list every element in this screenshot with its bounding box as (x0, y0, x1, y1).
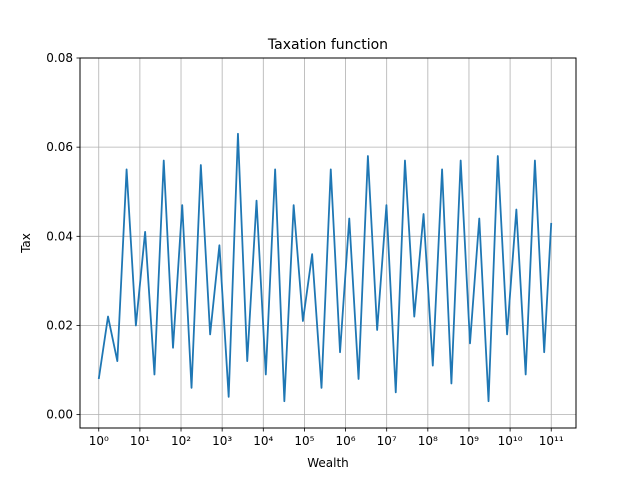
x-tick-label: 10⁹ (459, 434, 479, 448)
x-tick-label: 10⁵ (294, 434, 314, 448)
y-axis-title: Tax (19, 233, 33, 254)
x-tick-label: 10³ (212, 434, 232, 448)
x-tick-label: 10⁶ (336, 434, 356, 448)
x-tick-label: 10⁸ (418, 434, 438, 448)
x-tick-label: 10⁰ (89, 434, 109, 448)
plot-frame (79, 57, 577, 429)
x-tick-label: 10¹ (130, 434, 150, 448)
x-axis: 10⁰ 10¹ 10² 10³ 10⁴ 10⁵ 10⁶ 10⁷ 10⁸ 10⁹ 10¹⁰ 10¹¹ (89, 428, 564, 448)
x-axis-title: Wealth (307, 456, 349, 470)
series-line (97, 132, 553, 403)
x-tick-label: 10¹¹ (539, 434, 564, 448)
x-tick-label: 10² (171, 434, 191, 448)
series-layer (97, 132, 553, 403)
chart-title: Taxation function (267, 37, 388, 53)
y-tick-label: 0.08 (46, 51, 73, 65)
y-tick-label: 0.00 (46, 408, 73, 422)
y-tick-label: 0.02 (46, 318, 73, 332)
y-axis: 0.00 0.02 0.04 0.06 0.08 (46, 51, 80, 422)
x-tick-label: 10¹⁰ (498, 434, 523, 448)
x-tick-label: 10⁴ (253, 434, 273, 448)
y-tick-label: 0.04 (46, 229, 73, 243)
x-tick-label: 10⁷ (377, 434, 397, 448)
y-tick-label: 0.06 (46, 140, 73, 154)
